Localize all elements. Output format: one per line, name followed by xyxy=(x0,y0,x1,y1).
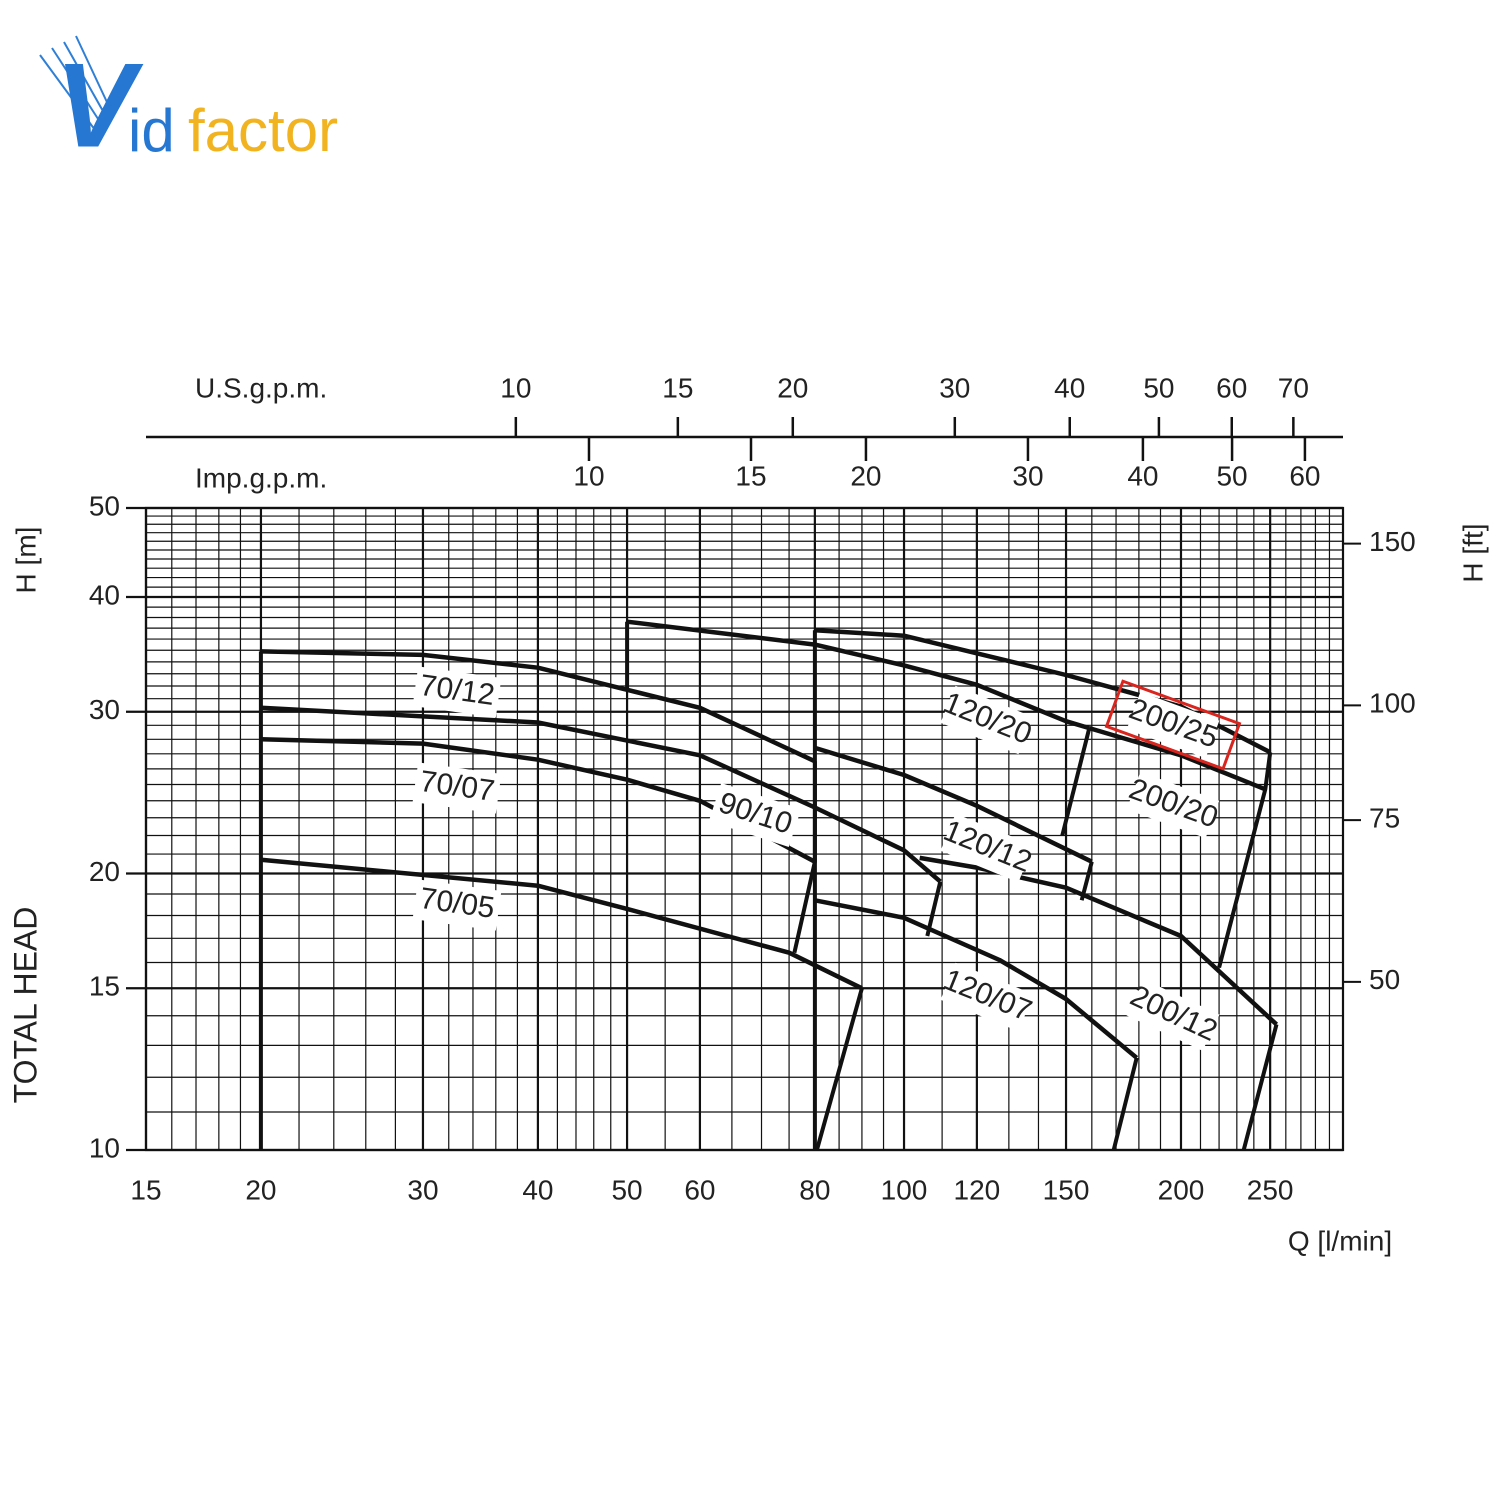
y2-tick-label: 50 xyxy=(1369,964,1400,995)
top-axis-tick-label: 30 xyxy=(939,372,970,403)
logo-id: id xyxy=(128,97,175,164)
top-axis-tick-label: 30 xyxy=(1012,460,1043,491)
curve-label-bg xyxy=(412,666,502,718)
curve-label-bg xyxy=(412,762,502,814)
limit-line xyxy=(1060,727,1092,836)
x-tick-label: 80 xyxy=(799,1174,830,1205)
top-axis-tick-label: 40 xyxy=(1127,460,1158,491)
x-tick-label: 15 xyxy=(130,1174,161,1205)
top-axis-tick-label: 70 xyxy=(1278,372,1309,403)
y2-tick-label: 100 xyxy=(1369,688,1416,719)
y-tick-label: 20 xyxy=(89,856,120,887)
top-axis-tick-label: 60 xyxy=(1289,460,1320,491)
curve-label: 200/12 xyxy=(1125,979,1222,1048)
top-axis-tick-label: 60 xyxy=(1216,372,1247,403)
x-tick-label: 150 xyxy=(1043,1174,1090,1205)
x-tick-label: 120 xyxy=(954,1174,1001,1205)
logo-stroke xyxy=(51,47,103,126)
pump-curve xyxy=(260,705,942,884)
pump-curve xyxy=(814,898,1139,1060)
limit-line xyxy=(814,987,864,1151)
y-tick-label: 40 xyxy=(89,579,120,610)
curve-label-bg xyxy=(940,813,1034,883)
top-axis-tick-label: 10 xyxy=(500,372,531,403)
top-axis-label: Imp.g.p.m. xyxy=(195,462,327,493)
curve-label-group: 70/07 xyxy=(412,762,502,814)
curve-label-bg xyxy=(940,685,1034,755)
pump-curve xyxy=(260,857,863,991)
curve-label-group: 200/20 xyxy=(1125,771,1222,839)
y-axis-label-extra: TOTAL HEAD xyxy=(7,907,43,1104)
y-tick-label: 15 xyxy=(89,971,120,1002)
x-tick-label: 20 xyxy=(245,1174,276,1205)
y-tick-label: 50 xyxy=(89,490,120,521)
highlight-box xyxy=(1104,679,1242,771)
curve-label-bg xyxy=(1126,771,1220,839)
top-axis-tick-label: 50 xyxy=(1143,372,1174,403)
curve-label-group: 90/10 xyxy=(708,783,802,847)
y2-tick-label: 150 xyxy=(1369,526,1416,557)
x-tick-label: 250 xyxy=(1247,1174,1294,1205)
x-tick-label: 30 xyxy=(407,1174,438,1205)
pump-curve xyxy=(260,649,816,764)
limit-line xyxy=(1241,1023,1279,1151)
curve-label-group: 70/05 xyxy=(412,879,502,931)
top-axis-label: U.S.g.p.m. xyxy=(195,372,327,403)
curve-label-bg xyxy=(940,962,1034,1032)
top-axis-tick-label: 50 xyxy=(1216,460,1247,491)
x-tick-label: 60 xyxy=(684,1174,715,1205)
logo-stroke xyxy=(63,41,109,121)
curve-label-group: 70/12 xyxy=(412,666,502,718)
curve-label-bg xyxy=(708,783,802,847)
top-axis-tick-label: 15 xyxy=(662,372,693,403)
curve-label-bg xyxy=(1126,979,1220,1051)
x-axis-label: Q [l/min] xyxy=(1288,1225,1392,1256)
pump-curve xyxy=(626,619,1090,731)
top-axis-tick-label: 20 xyxy=(850,460,881,491)
logo-factor: factor xyxy=(188,97,338,164)
top-axis-tick-label: 40 xyxy=(1054,372,1085,403)
top-axis-tick-label: 20 xyxy=(777,372,808,403)
x-tick-label: 100 xyxy=(881,1174,928,1205)
x-tick-label: 50 xyxy=(611,1174,642,1205)
curve-label-bg xyxy=(1126,691,1220,759)
logo: V id factor xyxy=(39,35,338,173)
logo-feathers xyxy=(39,35,114,131)
y-tick-label: 10 xyxy=(89,1132,120,1163)
y2-axis-label: H [ft] xyxy=(1457,523,1488,582)
logo-v: V xyxy=(55,39,144,173)
limit-line xyxy=(1111,1057,1139,1151)
logo-stroke xyxy=(75,35,114,116)
pump-curve xyxy=(814,745,1093,864)
plot-frame xyxy=(144,506,1345,1152)
x-tick-label: 200 xyxy=(1158,1174,1205,1205)
top-axis-tick-label: 10 xyxy=(573,460,604,491)
pump-curve xyxy=(919,855,1279,1027)
curve-label-group: 120/20 xyxy=(939,685,1036,755)
y-axis-label: H [m] xyxy=(10,527,41,594)
y-tick-label: 30 xyxy=(89,694,120,725)
pump-curve xyxy=(1088,725,1267,792)
x-tick-label: 40 xyxy=(522,1174,553,1205)
curve-label-bg xyxy=(412,879,502,931)
top-axis-tick-label: 15 xyxy=(735,460,766,491)
y2-tick-label: 75 xyxy=(1369,802,1400,833)
logo-stroke xyxy=(39,54,96,131)
